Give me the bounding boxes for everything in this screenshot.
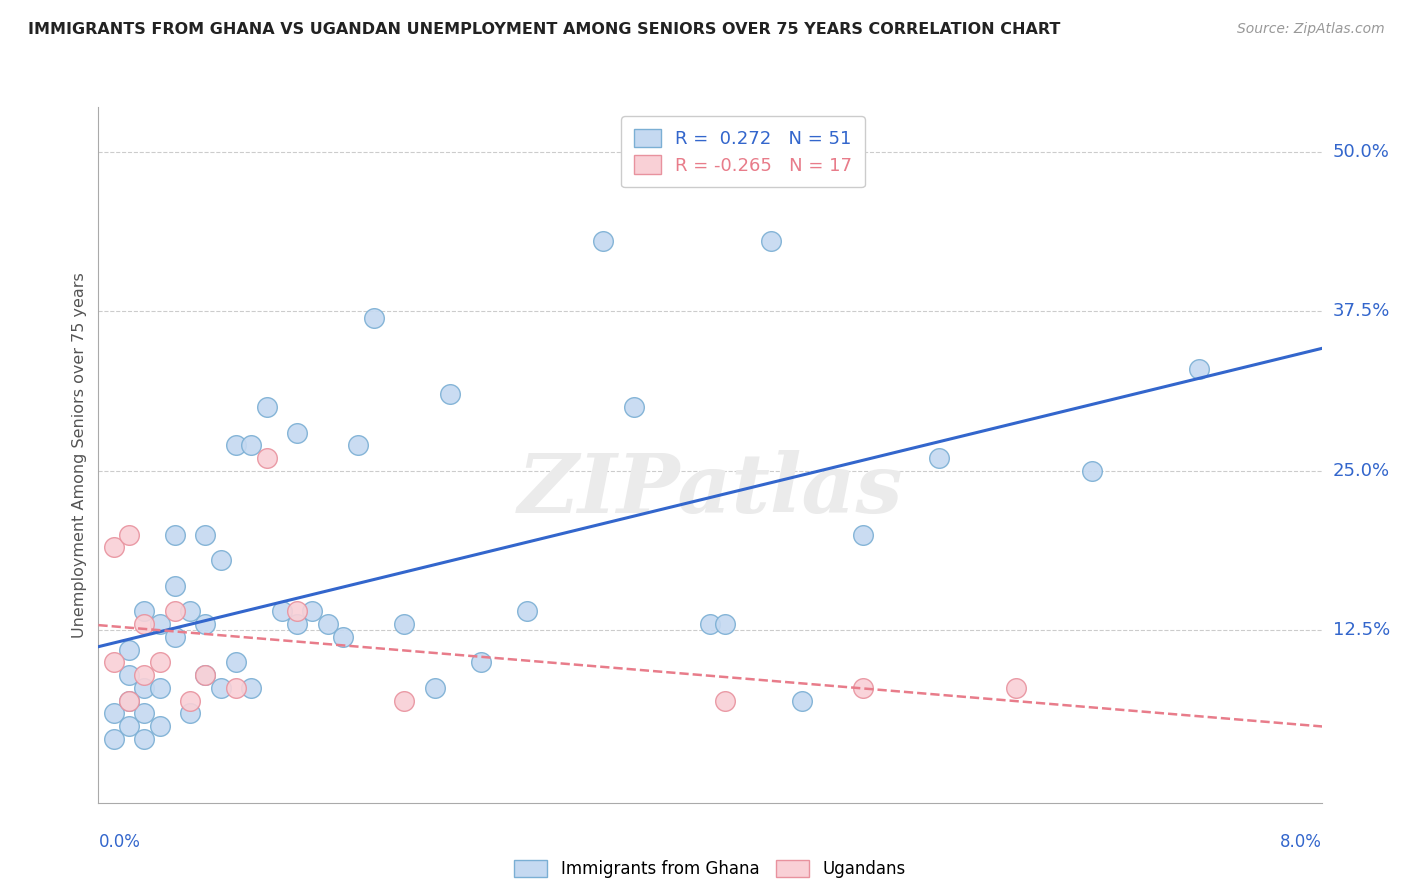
Point	[209, 681, 232, 695]
Text: 0.0%: 0.0%	[98, 833, 141, 851]
Point	[363, 310, 385, 325]
Point	[118, 527, 141, 541]
Point	[118, 668, 141, 682]
Point	[163, 527, 186, 541]
Legend: Immigrants from Ghana, Ugandans: Immigrants from Ghana, Ugandans	[508, 854, 912, 885]
Point	[439, 387, 461, 401]
Point	[592, 234, 614, 248]
Point	[1081, 464, 1104, 478]
Point	[134, 706, 156, 721]
Point	[225, 681, 247, 695]
Point	[270, 604, 294, 618]
Point	[194, 527, 217, 541]
Point	[103, 731, 125, 746]
Text: IMMIGRANTS FROM GHANA VS UGANDAN UNEMPLOYMENT AMONG SENIORS OVER 75 YEARS CORREL: IMMIGRANTS FROM GHANA VS UGANDAN UNEMPLO…	[28, 22, 1060, 37]
Point	[516, 604, 538, 618]
Point	[392, 694, 416, 708]
Text: Source: ZipAtlas.com: Source: ZipAtlas.com	[1237, 22, 1385, 37]
Point	[149, 617, 172, 632]
Point	[928, 451, 950, 466]
Point	[194, 668, 217, 682]
Point	[118, 694, 141, 708]
Point	[149, 681, 172, 695]
Point	[699, 617, 721, 632]
Point	[1188, 361, 1211, 376]
Text: 50.0%: 50.0%	[1333, 143, 1389, 161]
Point	[225, 656, 247, 670]
Point	[163, 604, 186, 618]
Point	[163, 630, 186, 644]
Point	[423, 681, 446, 695]
Point	[347, 438, 370, 452]
Point	[285, 425, 308, 440]
Point	[134, 604, 156, 618]
Point	[209, 553, 232, 567]
Point	[149, 656, 172, 670]
Point	[240, 438, 263, 452]
Point	[790, 694, 813, 708]
Text: 37.5%: 37.5%	[1333, 302, 1391, 320]
Point	[179, 694, 201, 708]
Point	[285, 617, 308, 632]
Point	[134, 681, 156, 695]
Text: 12.5%: 12.5%	[1333, 622, 1391, 640]
Point	[194, 668, 217, 682]
Point	[179, 706, 201, 721]
Point	[470, 656, 492, 670]
Point	[103, 541, 125, 555]
Point	[301, 604, 323, 618]
Point	[392, 617, 416, 632]
Point	[134, 617, 156, 632]
Point	[852, 527, 875, 541]
Point	[623, 400, 645, 414]
Point	[163, 579, 186, 593]
Point	[240, 681, 263, 695]
Point	[332, 630, 354, 644]
Point	[118, 694, 141, 708]
Point	[256, 400, 278, 414]
Point	[149, 719, 172, 733]
Point	[118, 719, 141, 733]
Point	[134, 731, 156, 746]
Point	[103, 706, 125, 721]
Text: ZIPatlas: ZIPatlas	[517, 450, 903, 530]
Point	[103, 656, 125, 670]
Y-axis label: Unemployment Among Seniors over 75 years: Unemployment Among Seniors over 75 years	[72, 272, 87, 638]
Point	[316, 617, 339, 632]
Point	[759, 234, 782, 248]
Point	[225, 438, 247, 452]
Point	[714, 617, 737, 632]
Point	[179, 604, 201, 618]
Point	[134, 668, 156, 682]
Point	[256, 451, 278, 466]
Text: 8.0%: 8.0%	[1279, 833, 1322, 851]
Point	[714, 694, 737, 708]
Point	[285, 604, 308, 618]
Point	[852, 681, 875, 695]
Text: 25.0%: 25.0%	[1333, 462, 1391, 480]
Point	[118, 642, 141, 657]
Point	[1004, 681, 1026, 695]
Point	[194, 617, 217, 632]
